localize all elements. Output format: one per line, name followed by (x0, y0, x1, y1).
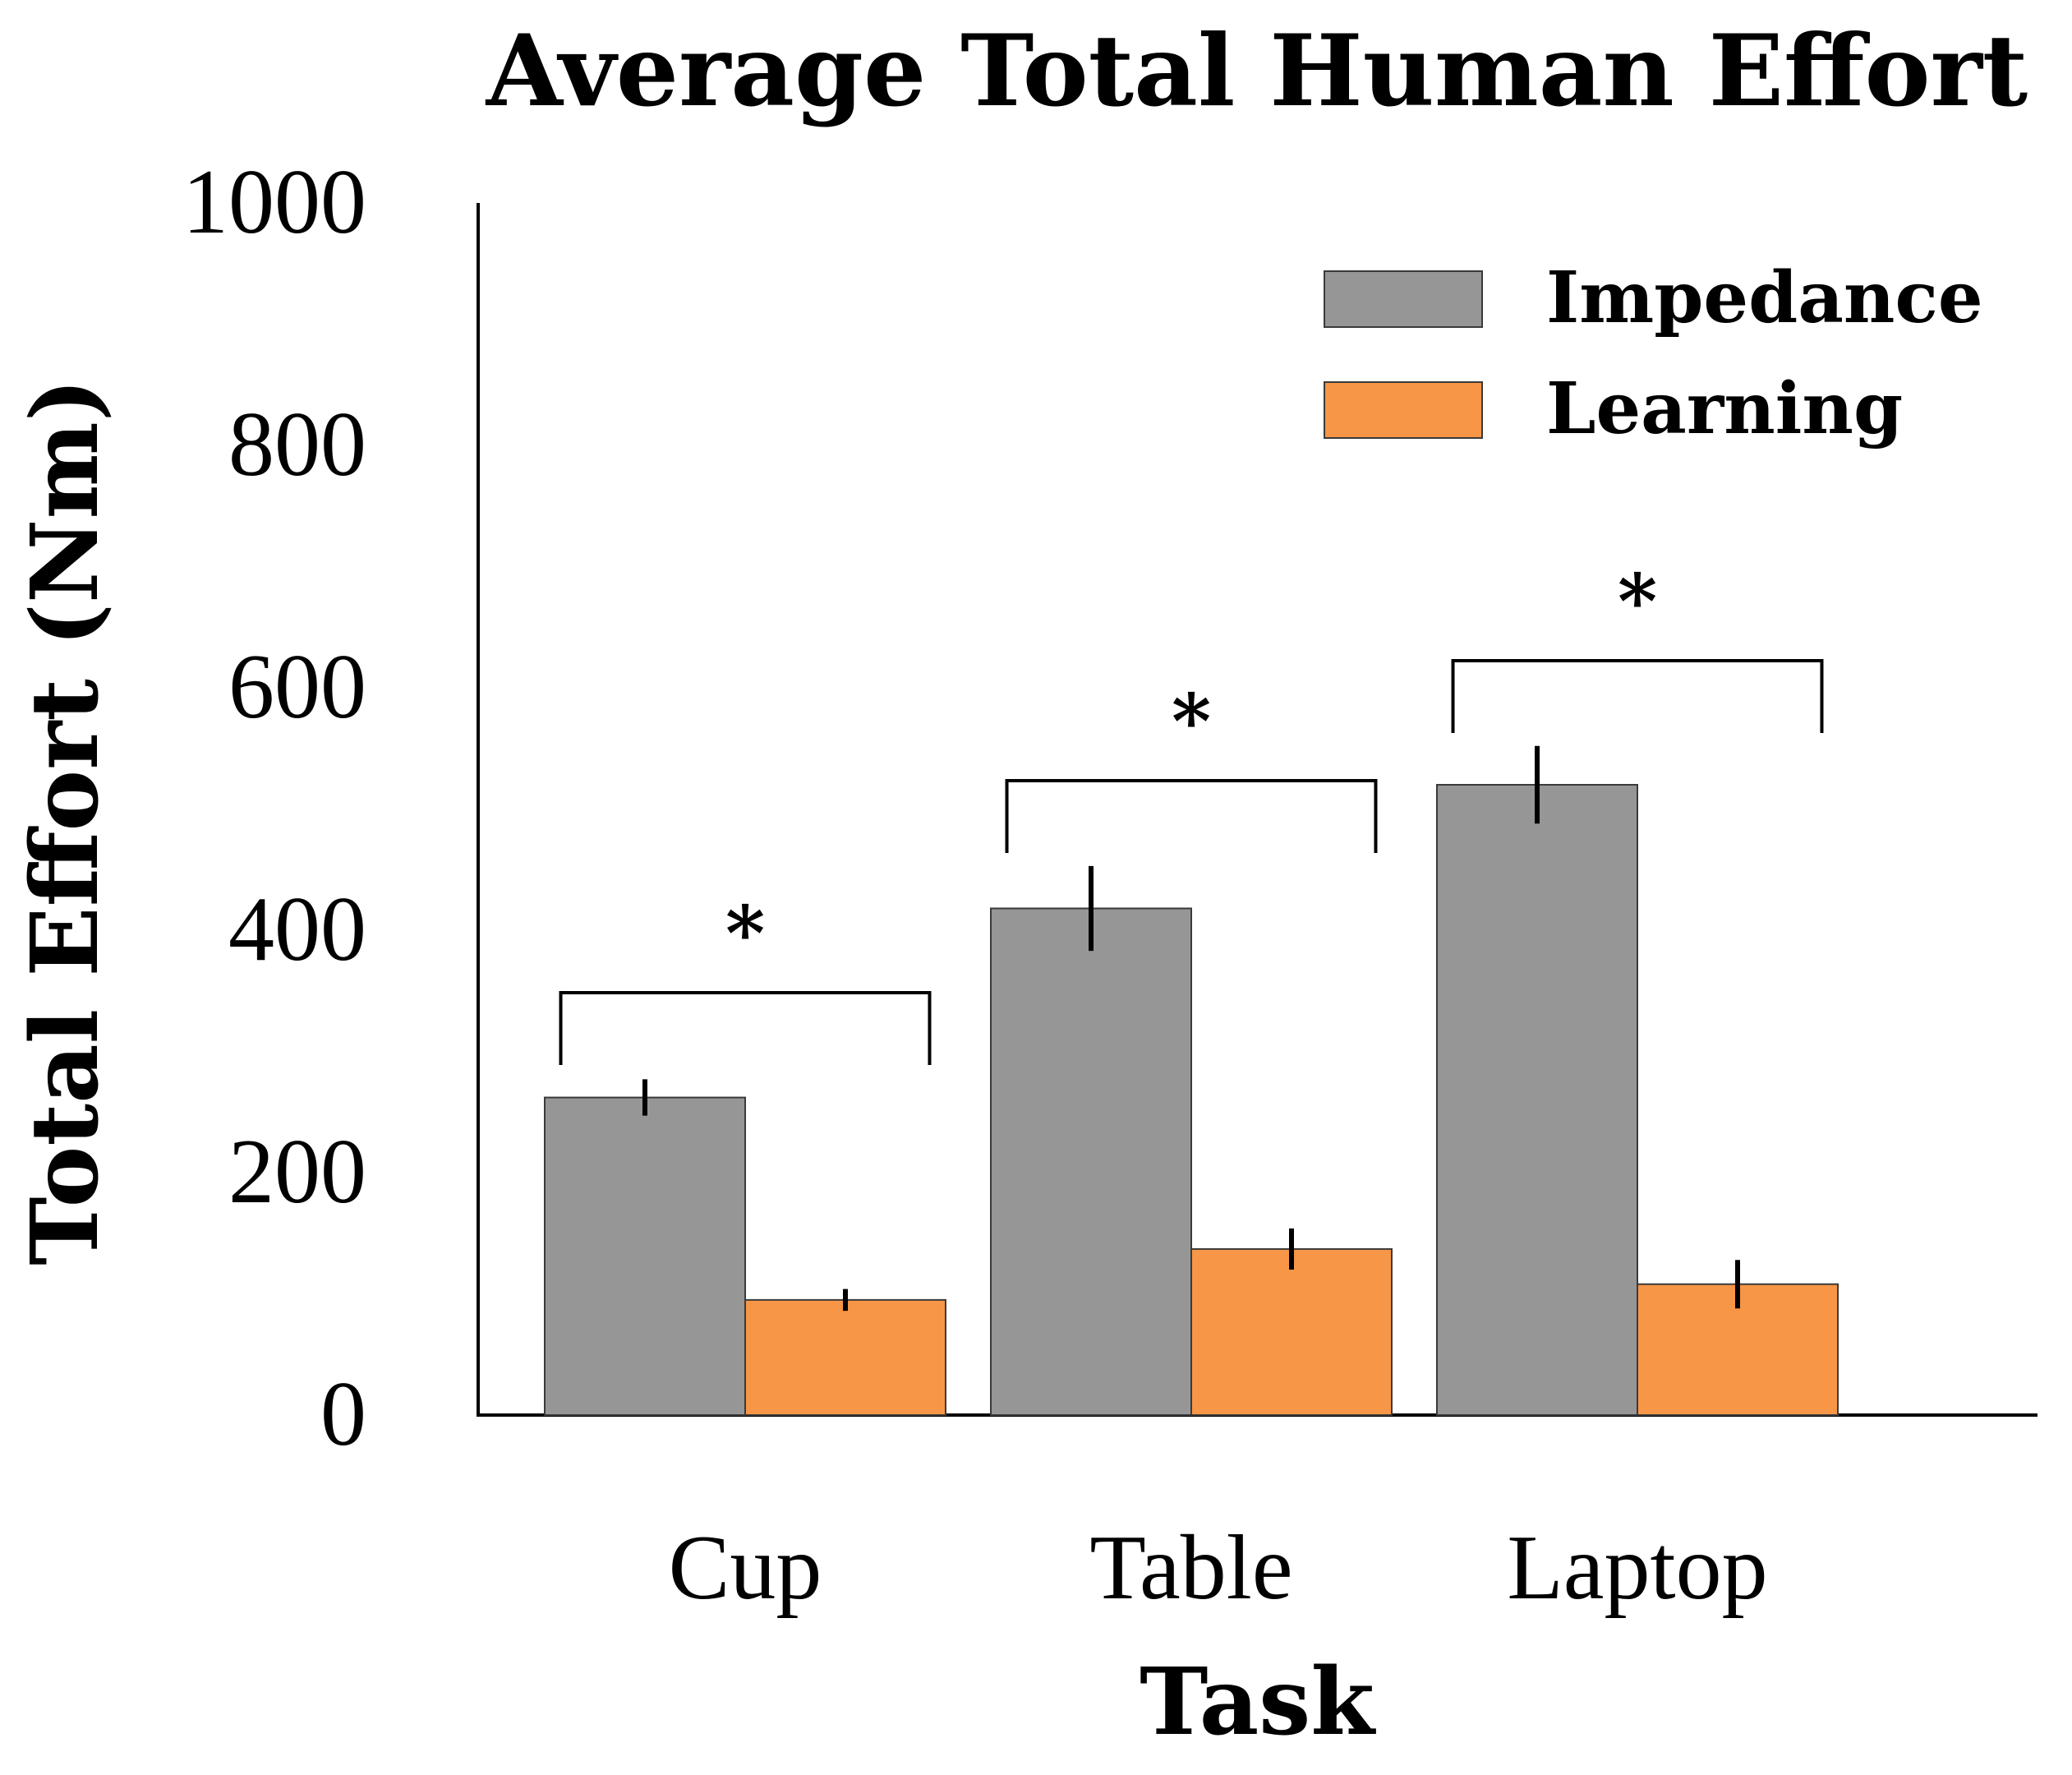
significance-bracket: * (559, 889, 932, 1065)
y-axis-label: Total Effort (Nm) (12, 378, 119, 1266)
y-tick-label: 400 (228, 878, 366, 980)
x-tick-label: Table (1089, 1517, 1292, 1619)
y-axis-ticks: 0 200 400 600 800 1000 (182, 151, 366, 1465)
legend: Impedance Learning (1324, 256, 1983, 450)
legend-label-impedance: Impedance (1546, 256, 1983, 339)
bracket-line (1451, 659, 1824, 733)
y-tick-label: 800 (228, 394, 366, 496)
bar-learning-table (1190, 1247, 1393, 1417)
significance-star: * (1172, 677, 1211, 766)
legend-label-learning: Learning (1546, 367, 1903, 450)
y-tick-label: 600 (228, 636, 366, 738)
legend-swatch-impedance (1324, 270, 1483, 328)
y-tick-label: 0 (320, 1363, 366, 1465)
bar-impedance-table (990, 907, 1192, 1416)
significance-annotations: * * * (559, 557, 1824, 1065)
x-axis-label: Task (1140, 1648, 1376, 1756)
significance-bracket: * (1451, 557, 1824, 733)
error-bars (642, 745, 1740, 1312)
bracket-line (559, 991, 932, 1065)
significance-star: * (725, 889, 765, 978)
bar-impedance-laptop (1436, 784, 1638, 1416)
chart-title: Average Total Human Effort (486, 13, 2028, 129)
y-tick-label: 200 (228, 1121, 366, 1223)
x-tick-label: Laptop (1507, 1517, 1767, 1619)
x-axis-ticks: Cup Table Laptop (669, 1517, 1768, 1619)
bracket-line (1005, 779, 1378, 853)
x-tick-label: Cup (669, 1517, 822, 1619)
bar-impedance-cup (544, 1096, 746, 1417)
bars (544, 784, 1839, 1417)
bar-learning-cup (744, 1298, 946, 1416)
significance-bracket: * (1005, 677, 1378, 853)
significance-star: * (1618, 557, 1657, 646)
y-tick-label: 1000 (182, 151, 366, 253)
legend-swatch-learning (1324, 381, 1483, 439)
